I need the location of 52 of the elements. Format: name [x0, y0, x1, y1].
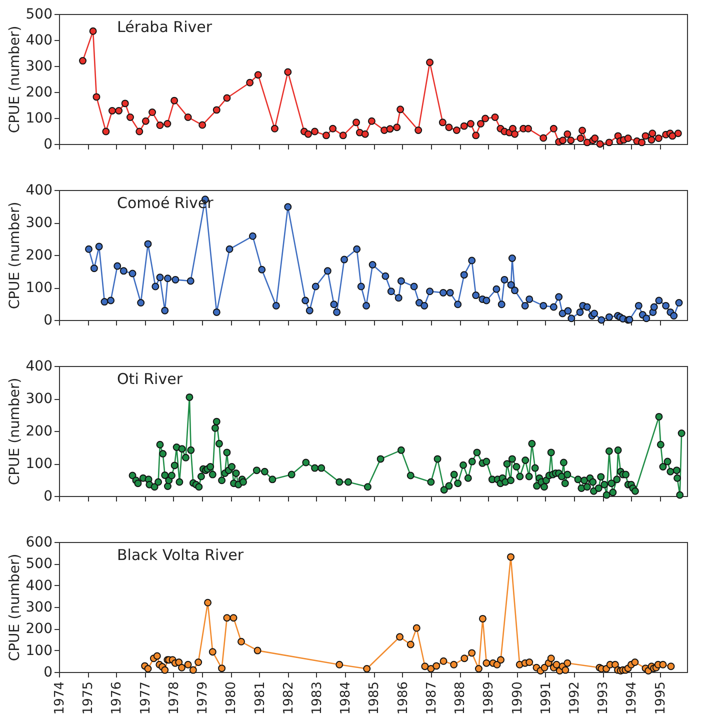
y-tick-label: 400 — [26, 32, 52, 48]
x-tick-label: 1988 — [453, 682, 468, 714]
x-tick-label: 1986 — [396, 682, 411, 714]
y-tick-label: 0 — [44, 312, 52, 328]
y-tick-label: 100 — [26, 280, 52, 296]
series-label: Oti River — [117, 370, 184, 388]
y-axis-title: CPUE (number) — [6, 202, 23, 310]
x-tick-label: 1995 — [653, 682, 668, 714]
x-tick-label: 1992 — [567, 682, 582, 714]
y-axis-title: CPUE (number) — [6, 378, 23, 486]
x-tick-label: 1994 — [624, 682, 640, 714]
y-tick-label: 300 — [26, 600, 52, 616]
x-tick-label: 1990 — [510, 682, 526, 714]
y-tick-label: 200 — [26, 424, 52, 440]
y-tick-label: 400 — [26, 358, 52, 374]
y-tick-label: 500 — [26, 556, 52, 572]
x-tick-label: 1987 — [424, 682, 440, 714]
y-tick-label: 100 — [26, 642, 52, 659]
y-tick-label: 400 — [26, 578, 52, 594]
x-tick-label: 1979 — [196, 682, 211, 714]
x-tick-label: 1975 — [81, 682, 96, 714]
y-tick-label: 300 — [26, 58, 52, 74]
x-tick-label: 1976 — [110, 682, 125, 714]
x-tick-label: 1989 — [482, 682, 497, 714]
y-tick-label: 100 — [26, 456, 52, 472]
y-tick-label: 600 — [26, 534, 52, 550]
x-tick-label: 1982 — [281, 682, 296, 714]
y-tick-label: 300 — [26, 215, 52, 231]
series-label: Léraba River — [117, 18, 213, 36]
y-tick-label: 500 — [26, 6, 52, 22]
x-tick-label: 1984 — [338, 682, 354, 714]
y-tick-label: 0 — [44, 136, 52, 152]
x-tick-label: 1978 — [166, 682, 182, 714]
y-tick-label: 200 — [26, 621, 52, 638]
y-axis-title: CPUE (number) — [6, 26, 23, 134]
y-axis-title: CPUE (number) — [6, 554, 23, 662]
x-tick-label: 1974 — [52, 682, 68, 714]
y-tick-label: 400 — [26, 182, 52, 198]
y-tick-label: 100 — [26, 110, 52, 126]
y-tick-label: 200 — [26, 84, 52, 100]
x-tick-label: 1981 — [252, 682, 268, 714]
x-tick-label: 1993 — [596, 682, 612, 714]
y-tick-label: 200 — [26, 248, 52, 264]
x-tick-label: 1983 — [310, 682, 325, 714]
y-tick-label: 0 — [44, 488, 52, 504]
x-tick-label: 1977 — [138, 682, 154, 714]
x-tick-label: 1985 — [367, 682, 382, 714]
y-tick-label: 0 — [44, 664, 52, 680]
y-tick-label: 300 — [26, 391, 52, 407]
text: Black Volta River — [117, 546, 244, 564]
x-tick-label: 1991 — [538, 682, 554, 714]
x-tick-label: 1980 — [224, 682, 240, 714]
